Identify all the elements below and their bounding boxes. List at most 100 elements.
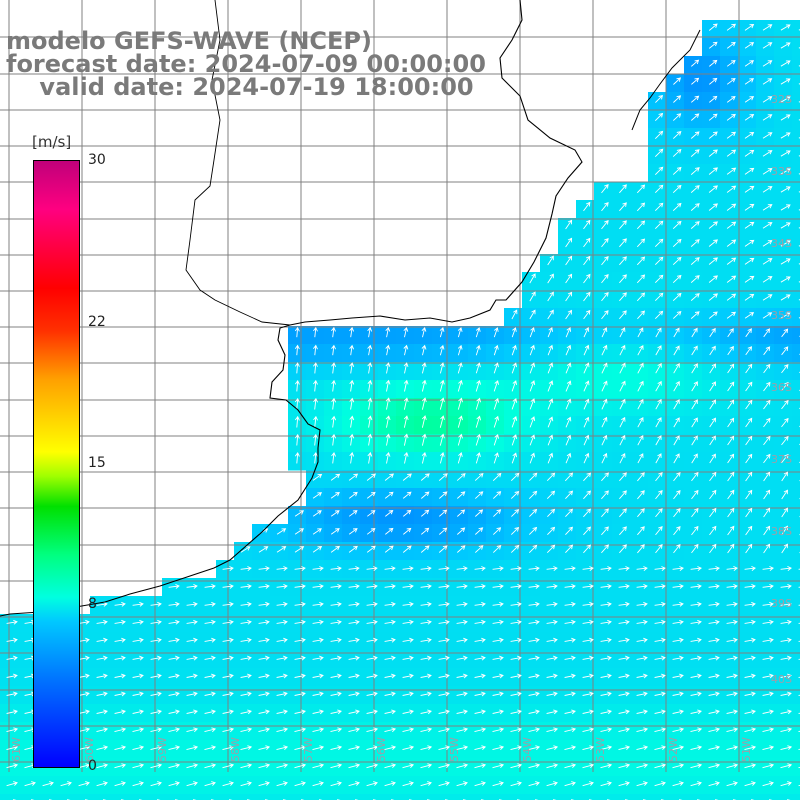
wind-arrow [745, 507, 753, 518]
wind-arrow [618, 619, 630, 625]
wind-arrow [492, 763, 505, 769]
wind-arrow [565, 362, 572, 374]
wind-arrow [384, 566, 396, 571]
wind-speed-cell [630, 794, 649, 800]
wind-arrow [294, 655, 306, 661]
wind-arrow [780, 132, 791, 139]
wind-arrow [474, 619, 486, 625]
wind-arrow [186, 727, 199, 733]
wind-arrow [204, 781, 216, 787]
wind-arrow [726, 149, 737, 157]
wind-arrow [456, 473, 466, 481]
wind-arrow [528, 526, 538, 535]
wind-speed-cell [792, 470, 800, 489]
wind-arrow [690, 655, 702, 661]
wind-arrow [600, 637, 612, 643]
wind-arrow [654, 781, 666, 787]
wind-arrow [565, 434, 572, 446]
wind-arrow [222, 781, 234, 787]
wind-arrow [565, 416, 572, 428]
wind-speed-cell [792, 416, 800, 435]
wind-arrow [6, 691, 18, 697]
wind-arrow [619, 380, 626, 392]
wind-arrow [96, 781, 108, 787]
wind-arrow [726, 781, 738, 787]
wind-arrow [276, 637, 288, 643]
wind-arrow [78, 727, 91, 733]
wind-arrow [582, 601, 594, 607]
wind-speed-cell [432, 794, 451, 800]
wind-arrow [510, 763, 523, 769]
wind-arrow [546, 691, 558, 697]
wind-arrow [367, 510, 376, 517]
wind-arrow [222, 583, 234, 589]
wind-arrow [672, 166, 682, 175]
wind-arrow [420, 601, 432, 607]
wind-arrow [781, 399, 789, 410]
wind-arrow [42, 781, 54, 787]
wind-arrow [619, 310, 627, 320]
wind-arrow [385, 379, 391, 392]
wind-arrow [150, 745, 163, 751]
wind-arrow [438, 545, 448, 553]
wind-arrow [690, 583, 702, 589]
wind-arrow [492, 745, 505, 751]
wind-arrow [276, 619, 288, 625]
wind-arrow [366, 637, 378, 643]
wind-arrow [492, 637, 504, 643]
wind-arrow [114, 691, 126, 697]
wind-speed-cell [792, 20, 800, 39]
wind-arrow [258, 583, 270, 589]
wind-arrow [366, 727, 379, 733]
wind-arrow [781, 328, 789, 338]
wind-arrow [366, 566, 378, 571]
wind-arrow [546, 601, 558, 607]
wind-arrow [276, 655, 288, 661]
wind-arrow [745, 328, 752, 338]
longitude-label: 53W [594, 737, 607, 762]
wind-arrow [222, 601, 234, 607]
wind-arrow [780, 727, 793, 733]
wind-arrow [654, 637, 666, 643]
wind-speed-cell [594, 794, 613, 800]
wind-arrow [402, 473, 412, 481]
wind-arrow [636, 655, 648, 661]
wind-arrow [457, 545, 466, 553]
wind-arrow [186, 763, 199, 769]
wind-arrow [78, 691, 90, 697]
wind-arrow [510, 619, 522, 625]
wind-arrow [402, 781, 414, 787]
wind-arrow [96, 709, 108, 715]
wind-arrow [780, 276, 791, 283]
wind-arrow [546, 544, 556, 554]
wind-arrow [240, 727, 253, 733]
wind-arrow [690, 781, 702, 787]
wind-arrow [367, 415, 373, 428]
wind-arrow [745, 489, 753, 500]
wind-arrow [510, 544, 520, 553]
wind-arrow [690, 637, 702, 643]
wind-arrow [258, 691, 270, 697]
wind-arrow [330, 545, 341, 553]
wind-arrow [457, 433, 463, 446]
wind-arrow [744, 78, 755, 85]
wind-speed-cell [792, 758, 800, 777]
wind-arrow [654, 166, 664, 176]
wind-arrow [636, 274, 646, 284]
wind-arrow [672, 566, 684, 571]
wind-arrow [366, 619, 378, 625]
wind-arrow [421, 379, 427, 392]
wind-arrow [565, 273, 573, 284]
wind-arrow [780, 168, 791, 175]
wind-arrow [384, 745, 397, 751]
wind-arrow [492, 709, 504, 715]
wind-arrow [600, 709, 612, 715]
wind-arrow [511, 397, 518, 410]
wind-arrow [276, 673, 288, 679]
wind-arrow [708, 275, 718, 283]
wind-arrow [529, 398, 536, 410]
wind-arrow [114, 601, 126, 607]
wind-arrow [744, 167, 755, 175]
wind-arrow [222, 709, 234, 715]
wind-arrow [565, 219, 573, 230]
